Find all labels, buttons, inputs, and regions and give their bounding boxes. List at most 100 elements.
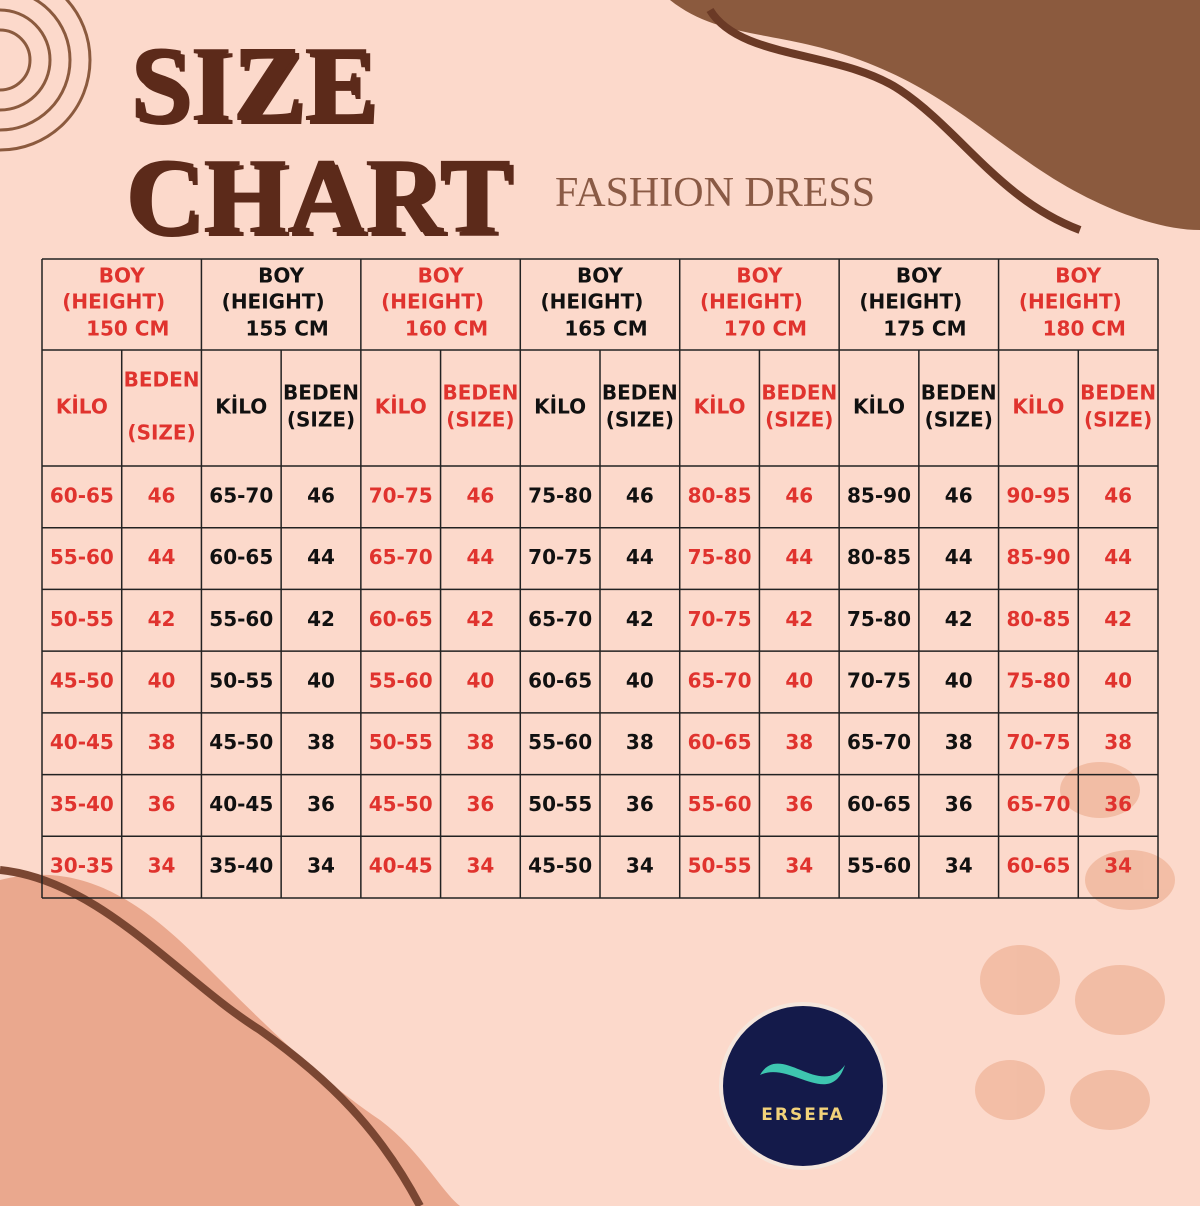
table-cell: 42 — [148, 607, 176, 631]
group-header: BOY — [258, 264, 305, 288]
table-cell: 85-90 — [1006, 545, 1070, 569]
table-cell: 46 — [467, 483, 495, 507]
column-header: BEDEN — [283, 381, 359, 405]
group-header: (HEIGHT) — [859, 290, 962, 314]
table-cell: 44 — [945, 545, 973, 569]
table-cell: 55-60 — [528, 730, 592, 754]
table-cell: 60-65 — [688, 730, 752, 754]
group-header: BOY — [577, 264, 624, 288]
table-cell: 38 — [1104, 730, 1132, 754]
table-cell: 70-75 — [688, 607, 752, 631]
table-cell: 40 — [785, 669, 813, 693]
column-header: KİLO — [853, 395, 905, 419]
table-cell: 70-75 — [1006, 730, 1070, 754]
table-cell: 40 — [1104, 669, 1132, 693]
table-cell: 42 — [626, 607, 654, 631]
column-header: (SIZE) — [1084, 408, 1152, 432]
table-cell: 34 — [626, 854, 654, 878]
column-header: (SIZE) — [925, 408, 993, 432]
logo-text: ERSEFA — [761, 1105, 844, 1125]
table-cell: 40 — [467, 669, 495, 693]
column-header: BEDEN — [442, 381, 518, 405]
table-cell: 60-65 — [528, 669, 592, 693]
table-cell: 40-45 — [209, 792, 273, 816]
group-header: (HEIGHT) — [541, 290, 644, 314]
column-header: (SIZE) — [606, 408, 674, 432]
group-header: 165 CM — [564, 317, 647, 341]
table-cell: 36 — [785, 792, 813, 816]
table-cell: 44 — [1104, 545, 1132, 569]
table-cell: 36 — [467, 792, 495, 816]
table-cell: 40 — [148, 669, 176, 693]
table-cell: 40 — [945, 669, 973, 693]
size-table: BOY(HEIGHT)150 CMKİLOBEDEN(SIZE)BOY(HEIG… — [41, 258, 1159, 899]
column-header: KİLO — [1012, 395, 1064, 419]
table-cell: 38 — [148, 730, 176, 754]
group-header: (HEIGHT) — [381, 290, 484, 314]
table-cell: 65-70 — [528, 607, 592, 631]
table-cell: 46 — [785, 483, 813, 507]
group-header: 175 CM — [883, 317, 966, 341]
column-header: BEDEN — [761, 381, 837, 405]
group-header: 170 CM — [724, 317, 807, 341]
table-cell: 35-40 — [209, 854, 273, 878]
curve-top — [706, 7, 1082, 234]
group-header: 160 CM — [405, 317, 488, 341]
table-cell: 36 — [626, 792, 654, 816]
column-header: KİLO — [375, 395, 427, 419]
table-cell: 46 — [1104, 483, 1132, 507]
blob-top — [670, 0, 1200, 230]
table-cell: 34 — [785, 854, 813, 878]
logo — [719, 1002, 887, 1170]
group-header: (HEIGHT) — [62, 290, 165, 314]
table-cell: 38 — [945, 730, 973, 754]
table-cell: 65-70 — [369, 545, 433, 569]
table-cell: 38 — [467, 730, 495, 754]
table-cell: 60-65 — [847, 792, 911, 816]
table-cell: 36 — [307, 792, 335, 816]
group-header: (HEIGHT) — [222, 290, 325, 314]
table-cell: 55-60 — [847, 854, 911, 878]
table-cell: 46 — [307, 483, 335, 507]
column-header: KİLO — [56, 395, 108, 419]
table-cell: 45-50 — [528, 854, 592, 878]
leaves — [975, 762, 1175, 1130]
table-cell: 36 — [148, 792, 176, 816]
column-header: (SIZE) — [127, 421, 195, 445]
table-cell: 38 — [785, 730, 813, 754]
group-header: BOY — [418, 264, 465, 288]
table-cell: 44 — [467, 545, 495, 569]
column-header: (SIZE) — [765, 408, 833, 432]
table-cell: 44 — [307, 545, 335, 569]
table-cell: 34 — [945, 854, 973, 878]
table-cell: 55-60 — [50, 545, 114, 569]
table-cell: 70-75 — [528, 545, 592, 569]
table-cell: 65-70 — [209, 483, 273, 507]
table-cell: 42 — [307, 607, 335, 631]
table-cell: 75-80 — [528, 483, 592, 507]
curve-bottom — [0, 866, 424, 1206]
table-cell: 50-55 — [688, 854, 752, 878]
table-cell: 45-50 — [209, 730, 273, 754]
group-header: 155 CM — [245, 317, 328, 341]
table-cell: 65-70 — [1006, 792, 1070, 816]
table-cell: 50-55 — [50, 607, 114, 631]
subtitle: FASHION DRESS — [555, 170, 875, 216]
table-cell: 60-65 — [369, 607, 433, 631]
table-cell: 40 — [307, 669, 335, 693]
table-cell: 42 — [1104, 607, 1132, 631]
table-cell: 80-85 — [688, 483, 752, 507]
group-header: 150 CM — [86, 317, 169, 341]
table-cell: 36 — [945, 792, 973, 816]
table-cell: 42 — [945, 607, 973, 631]
table-cell: 80-85 — [847, 545, 911, 569]
table-cell: 75-80 — [1006, 669, 1070, 693]
table-cell: 75-80 — [847, 607, 911, 631]
table-cell: 45-50 — [50, 669, 114, 693]
table-cell: 65-70 — [688, 669, 752, 693]
column-header: BEDEN — [1080, 381, 1156, 405]
table-cell: 80-85 — [1006, 607, 1070, 631]
group-header: (HEIGHT) — [700, 290, 803, 314]
column-header: BEDEN — [124, 368, 200, 392]
table-cell: 55-60 — [688, 792, 752, 816]
